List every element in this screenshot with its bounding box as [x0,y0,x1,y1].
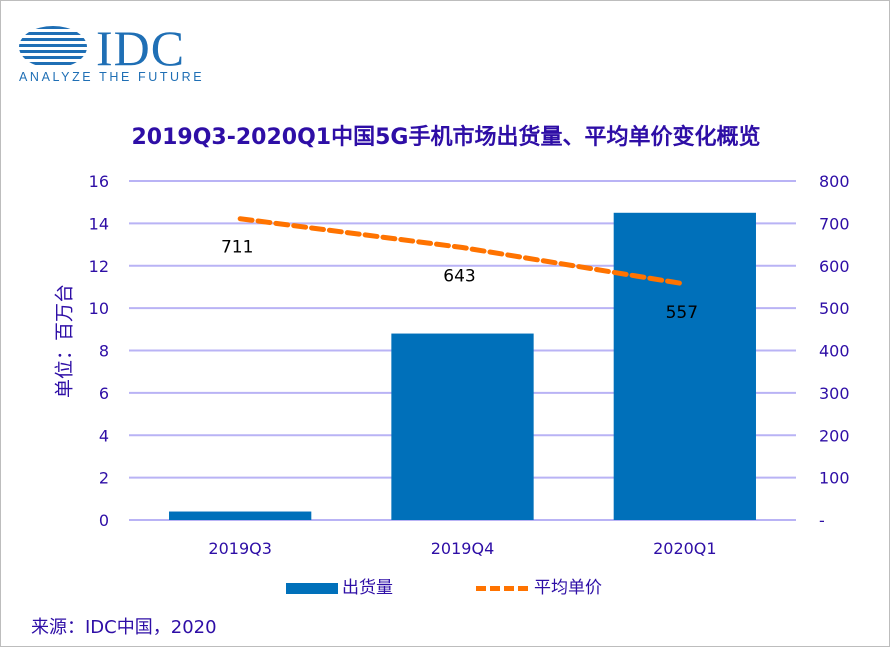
y-tick-label: 4 [99,426,109,445]
y-tick-label: 6 [99,384,109,403]
y-tick-label: 14 [89,214,109,233]
x-tick-label: 2019Q4 [431,539,495,558]
y2-tick-label: 100 [819,469,850,488]
legend-line-swatch [476,585,528,591]
line-avg-price [237,216,688,287]
bar-shipments [169,511,312,520]
logo-tagline: ANALYZE THE FUTURE [19,70,205,84]
logo-text: IDC [96,20,186,76]
y2-tick-label: - [819,511,825,530]
y2-tick-label: 300 [819,384,850,403]
bar-shipments [391,333,534,520]
x-tick-label: 2019Q3 [208,539,272,558]
chart-title: 2019Q3-2020Q1中国5G手机市场出货量、平均单价变化概览 [131,125,761,150]
y2-tick-label: 200 [819,426,850,445]
legend-bar-swatch [286,582,338,594]
y2-tick-label: 700 [819,214,850,233]
y2-tick-label: 400 [819,342,850,361]
data-label-avg-price: 711 [221,238,253,258]
legend-label: 平均单价 [534,578,602,598]
y2-tick-label: 500 [819,299,850,318]
idc-logo-globe-icon [19,26,87,65]
data-label-avg-price: 557 [666,303,698,323]
legend-item-shipments: 出货量 [286,573,393,598]
y-tick-label: 8 [99,342,109,361]
y2-tick-label: 800 [819,172,850,191]
x-tick-label: 2020Q1 [653,539,717,558]
y-tick-label: 10 [89,299,109,318]
y-tick-label: 2 [99,469,109,488]
legend-label: 出货量 [342,578,393,598]
y2-tick-label: 600 [819,257,850,276]
bar-shipments [613,212,756,520]
legend-item-avg-price: 平均单价 [476,573,602,598]
y-tick-label: 0 [99,511,109,530]
data-label-avg-price: 643 [443,267,475,287]
source-note: 来源：IDC中国，2020 [31,617,217,638]
y-tick-label: 12 [89,257,109,276]
y-tick-label: 16 [89,172,109,191]
